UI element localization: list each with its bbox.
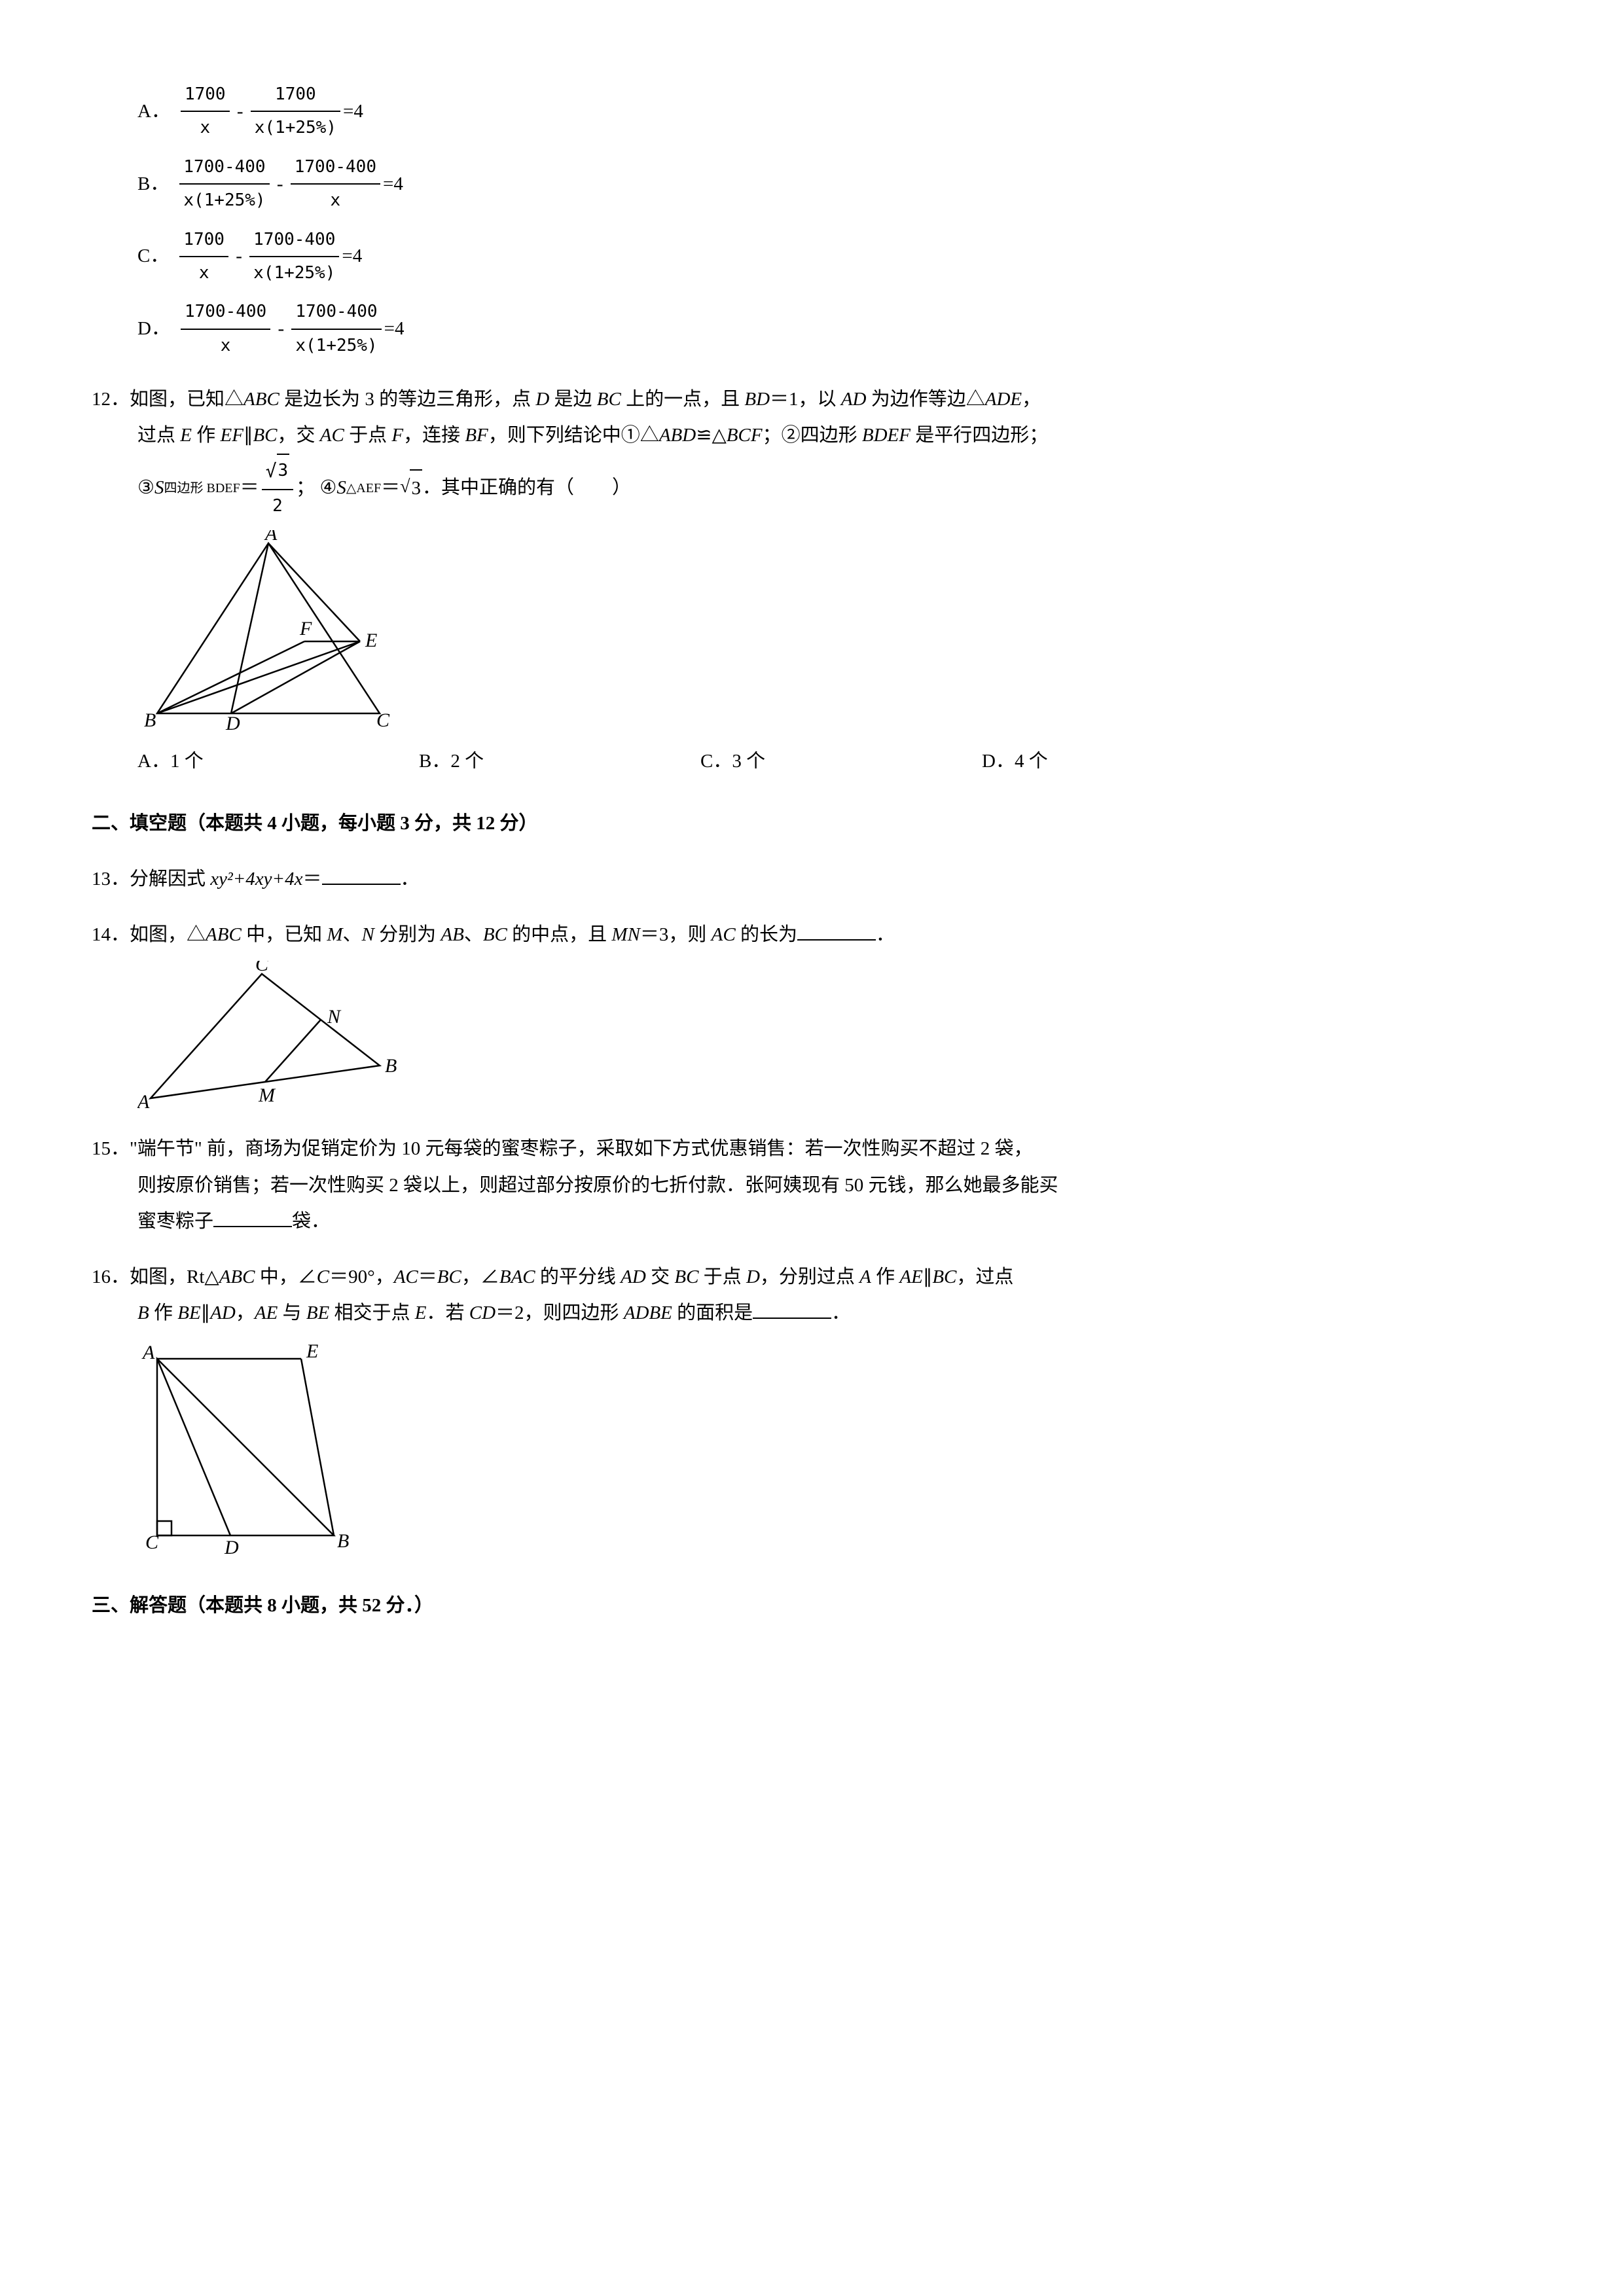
svg-text:C: C: [255, 961, 269, 975]
frac: 1700x(1+25%): [251, 79, 340, 145]
q11-options: A． 1700x - 1700x(1+25%) =4 B． 1700-400x(…: [92, 79, 1532, 362]
q13-num: 13．: [92, 861, 130, 897]
q12-choice-d[interactable]: D．4 个: [982, 744, 1263, 780]
stmt4: ④: [319, 470, 336, 506]
svg-text:A: A: [137, 1091, 150, 1111]
minus: -: [231, 238, 247, 274]
q13-blank[interactable]: [322, 869, 401, 885]
q12-figure: A B C D E F: [137, 530, 1532, 733]
stmt1: ①: [621, 425, 640, 446]
frac: 1700-400x: [181, 296, 270, 362]
q15-blank[interactable]: [213, 1211, 292, 1227]
sqrt: √3: [400, 469, 422, 507]
q15: 15．"端午节" 前，商场为促销定价为 10 元每袋的蜜枣粽子，采取如下方式优惠…: [92, 1131, 1532, 1239]
svg-text:B: B: [385, 1055, 397, 1077]
minus: -: [232, 94, 248, 130]
q12-choices: A．1 个 B．2 个 C．3 个 D．4 个: [137, 744, 1532, 780]
svg-text:F: F: [299, 618, 312, 639]
frac: 1700x: [181, 79, 230, 145]
frac: 1700-400x(1+25%): [179, 151, 269, 217]
minus: -: [273, 311, 289, 347]
svg-text:A: A: [141, 1342, 155, 1363]
frac: 1700-400x(1+25%): [249, 224, 339, 290]
svg-text:B: B: [337, 1530, 349, 1552]
q12-cont2: ③S四边形 BDEF＝√32； ④S△AEF＝√3．其中正确的有（ ）: [137, 454, 1532, 522]
q16-blank[interactable]: [753, 1303, 831, 1319]
q12-choice-b[interactable]: B．2 个: [419, 744, 700, 780]
q14-num: 14．: [92, 917, 130, 953]
q11-b-label: B．: [137, 166, 169, 202]
svg-text:M: M: [258, 1085, 276, 1106]
svg-text:D: D: [225, 713, 240, 733]
q13: 13．分解因式 xy²+4xy+4x＝．: [92, 861, 1532, 897]
minus: -: [272, 166, 288, 202]
stmt3: ③: [137, 470, 154, 506]
rhs: =4: [343, 94, 363, 130]
svg-text:C: C: [145, 1532, 159, 1553]
q12-body: 12．如图，已知△ABC 是边长为 3 的等边三角形，点 D 是边 BC 上的一…: [92, 382, 1532, 418]
q14-blank[interactable]: [797, 925, 876, 941]
q12-svg: A B C D E F: [137, 530, 412, 733]
rhs: =4: [383, 166, 403, 202]
frac: 1700-400x(1+25%): [291, 296, 381, 362]
q14-svg: A B C M N: [137, 961, 412, 1111]
frac: 1700x: [179, 224, 228, 290]
q14: 14．如图，△ABC 中，已知 M、N 分别为 AB、BC 的中点，且 MN＝3…: [92, 917, 1532, 1111]
q16-svg: A B C D E: [137, 1339, 373, 1562]
q13-expr: xy²+4xy+4x: [210, 869, 302, 889]
q16-figure: A B C D E: [137, 1339, 1532, 1562]
svg-text:N: N: [327, 1006, 342, 1028]
q16-num: 16．: [92, 1259, 130, 1295]
rhs: =4: [384, 311, 405, 347]
svg-text:C: C: [376, 709, 390, 731]
q12-num: 12．: [92, 382, 130, 418]
q12-choice-a[interactable]: A．1 个: [137, 744, 419, 780]
q14-figure: A B C M N: [137, 961, 1532, 1111]
svg-text:D: D: [224, 1537, 239, 1558]
frac: 1700-400x: [291, 151, 380, 217]
q16: 16．如图，Rt△ABC 中，∠C＝90°，AC＝BC，∠BAC 的平分线 AD…: [92, 1259, 1532, 1562]
q12: 12．如图，已知△ABC 是边长为 3 的等边三角形，点 D 是边 BC 上的一…: [92, 382, 1532, 780]
q11-c-label: C．: [137, 238, 169, 274]
rhs: =4: [342, 238, 362, 274]
frac-sqrt: √32: [262, 454, 294, 522]
q11-option-d[interactable]: D． 1700-400x - 1700-400x(1+25%) =4: [137, 296, 1532, 362]
q12-choice-c[interactable]: C．3 个: [700, 744, 982, 780]
svg-text:E: E: [306, 1340, 318, 1362]
svg-text:E: E: [365, 630, 377, 651]
section3-heading: 三、解答题（本题共 8 小题，共 52 分．）: [92, 1588, 1532, 1624]
q11-option-c[interactable]: C． 1700x - 1700-400x(1+25%) =4: [137, 224, 1532, 290]
q15-num: 15．: [92, 1131, 130, 1167]
q11-option-a[interactable]: A． 1700x - 1700x(1+25%) =4: [137, 79, 1532, 145]
q12-cont1: 过点 E 作 EF∥BC，交 AC 于点 F，连接 BF，则下列结论中①△ABD…: [137, 418, 1532, 454]
q11-a-label: A．: [137, 94, 170, 130]
svg-text:A: A: [264, 530, 278, 545]
stmt2: ②: [782, 425, 801, 446]
q11-option-b[interactable]: B． 1700-400x(1+25%) - 1700-400x =4: [137, 151, 1532, 217]
q11-d-label: D．: [137, 311, 170, 347]
section2-heading: 二、填空题（本题共 4 小题，每小题 3 分，共 12 分）: [92, 806, 1532, 842]
svg-text:B: B: [144, 709, 156, 731]
